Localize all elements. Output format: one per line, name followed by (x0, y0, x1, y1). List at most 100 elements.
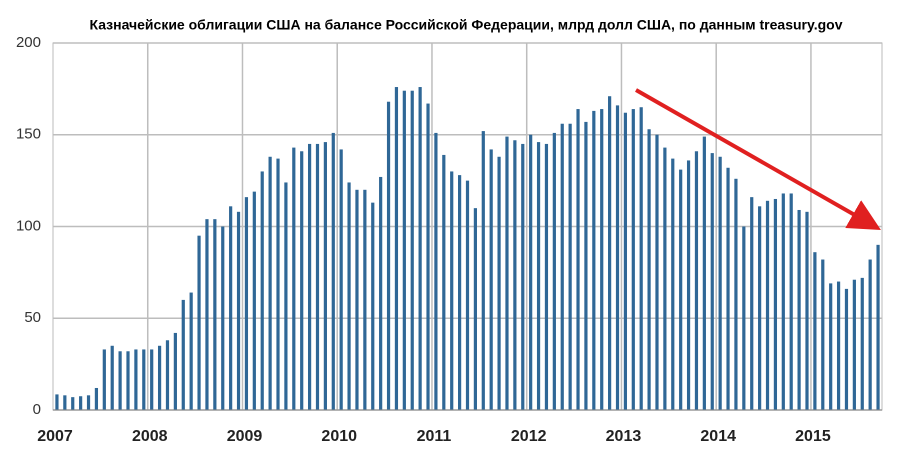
bar (829, 283, 833, 410)
bar (110, 345, 114, 410)
x-tick-label: 2013 (606, 428, 642, 445)
bar (189, 292, 193, 410)
bar (671, 158, 675, 410)
bar (718, 156, 722, 410)
bar (773, 198, 778, 410)
bar (694, 151, 699, 410)
bar (79, 396, 83, 410)
bar (481, 131, 485, 410)
bar (181, 299, 185, 410)
bar (63, 395, 67, 410)
bar (765, 200, 770, 410)
bar (126, 351, 130, 410)
bar (300, 151, 304, 410)
x-tick-label: 2009 (227, 428, 263, 445)
bar (608, 96, 612, 410)
bar (197, 235, 201, 410)
x-tick-label: 2007 (37, 428, 73, 445)
bar (307, 143, 312, 411)
bar (347, 182, 351, 410)
bar (584, 121, 588, 410)
bar (410, 90, 414, 411)
bar (94, 387, 99, 410)
bar (402, 90, 406, 411)
bar (655, 134, 659, 410)
bar (118, 351, 122, 410)
x-tick-label: 2011 (417, 428, 452, 445)
bar (560, 123, 564, 411)
bar (734, 178, 738, 410)
bar (710, 153, 714, 410)
bar (418, 87, 422, 410)
bar (221, 226, 225, 410)
bar (465, 180, 470, 410)
bar (631, 109, 635, 410)
bar (750, 197, 754, 410)
bar (173, 332, 177, 410)
bar (205, 219, 209, 410)
bar (726, 167, 730, 410)
x-tick-label: 2008 (132, 428, 168, 445)
bar (576, 109, 580, 410)
bar (600, 109, 604, 410)
bar (797, 209, 801, 410)
bar (142, 349, 146, 410)
bar (331, 132, 335, 411)
bar (868, 259, 872, 410)
bar (55, 394, 59, 410)
bar (852, 279, 856, 410)
x-tick-label: 2012 (511, 428, 547, 445)
bar (363, 189, 367, 410)
bar (252, 191, 256, 410)
bar (521, 143, 525, 411)
bar (268, 156, 272, 410)
bar (544, 143, 549, 411)
bar (552, 132, 556, 411)
plot-area: 0 50 100 150 200 2007 2008 2009 2010 2011 2012 2013… (16, 34, 883, 445)
bar (679, 169, 683, 410)
bar (323, 142, 327, 410)
y-tick-label: 50 (24, 309, 41, 326)
bar (876, 244, 880, 410)
bar (781, 193, 785, 410)
bar (686, 160, 691, 410)
bar (647, 129, 651, 410)
bar (513, 140, 517, 410)
bar (71, 397, 75, 410)
x-tick-label: 2010 (321, 428, 357, 445)
bar (639, 107, 643, 410)
bar (663, 147, 667, 410)
bar (236, 211, 241, 410)
bar (260, 171, 264, 410)
bar (157, 345, 162, 410)
bar (813, 252, 817, 410)
bar (394, 87, 399, 410)
bar (276, 158, 280, 410)
y-tick-label: 150 (16, 126, 41, 143)
x-tick-label: 2015 (795, 428, 831, 445)
bar (315, 143, 320, 411)
bar (505, 136, 509, 410)
bar (623, 112, 628, 410)
bar (229, 206, 233, 410)
chart-title: Казначейские облигации США на балансе Ро… (89, 17, 842, 33)
bar (789, 193, 793, 410)
bar (497, 156, 501, 410)
bar (592, 110, 596, 411)
y-tick-label: 0 (33, 401, 41, 418)
bar (426, 103, 430, 411)
x-tick-label: 2014 (700, 428, 736, 445)
bar (821, 259, 825, 410)
bar (292, 147, 296, 410)
bar (339, 149, 343, 410)
bar (615, 105, 620, 410)
bar (536, 142, 541, 410)
bar (742, 226, 746, 410)
bar (150, 349, 154, 410)
bar (386, 101, 391, 410)
bar (86, 395, 91, 410)
bar (473, 208, 477, 410)
bar (102, 349, 106, 410)
bar (860, 277, 864, 410)
